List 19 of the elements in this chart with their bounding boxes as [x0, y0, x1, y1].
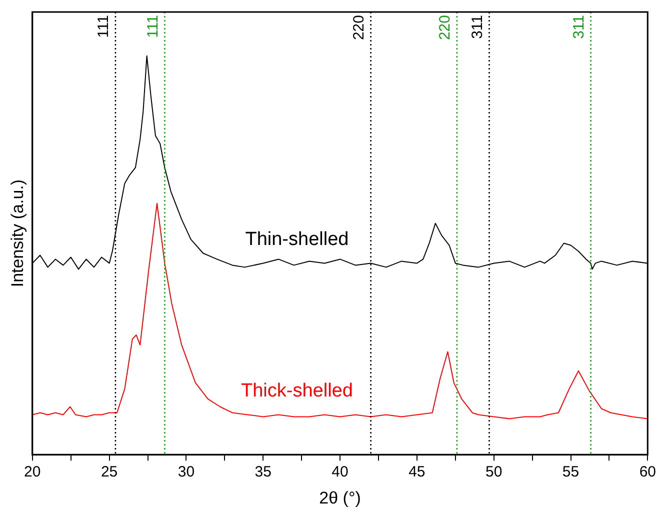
x-tick-label: 40: [332, 464, 348, 481]
annotation: 111: [144, 15, 162, 38]
annotation: 220: [436, 15, 454, 40]
series-label: Thick-shelled: [240, 380, 353, 402]
x-axis-title: 2θ (°): [319, 488, 361, 508]
annotation: 311: [468, 15, 486, 39]
x-tick-label: 45: [408, 464, 426, 481]
x-tick-label: 20: [24, 464, 41, 481]
series-label: Thin-shelled: [245, 229, 349, 250]
y-axis-title: Intensity (a.u.): [8, 179, 27, 288]
x-tick-label: 25: [100, 464, 118, 481]
x-tick-label: 35: [254, 464, 272, 481]
annotation: 311: [570, 15, 588, 39]
annotation: 220: [350, 15, 368, 40]
x-tick-label: 30: [178, 464, 195, 481]
x-tick-label: 60: [639, 464, 656, 481]
x-tick-label: 55: [562, 464, 580, 481]
annotation: 111: [95, 15, 112, 38]
x-tick-label: 50: [486, 464, 502, 481]
